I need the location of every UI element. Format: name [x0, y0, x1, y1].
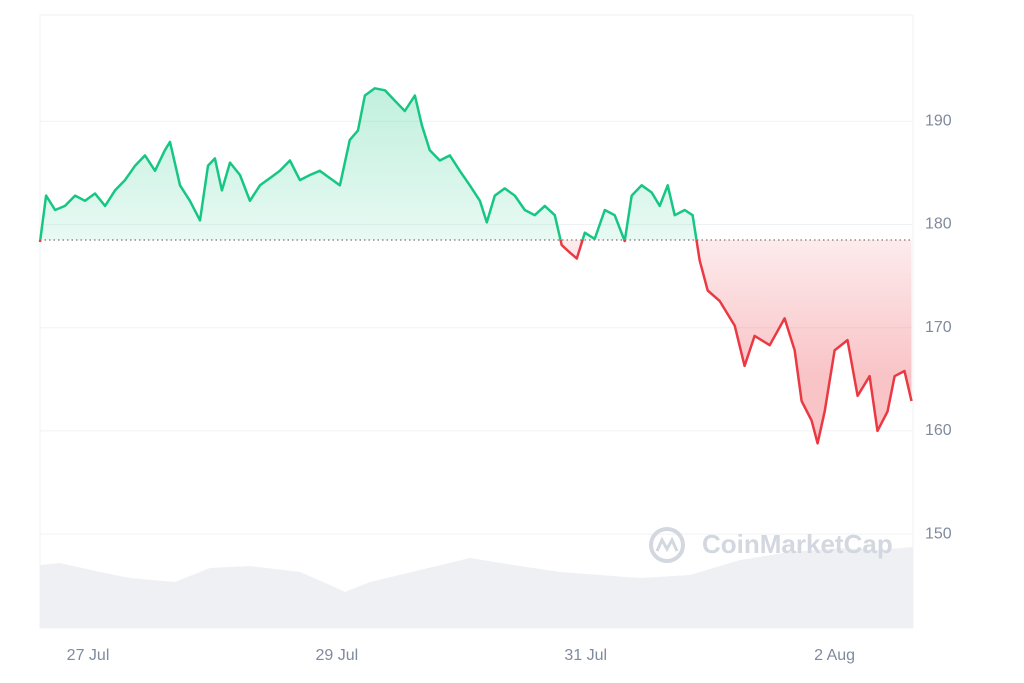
- y-tick-label: 190: [925, 113, 952, 130]
- x-tick-label: 27 Jul: [67, 647, 110, 664]
- watermark: CoinMarketCap: [702, 529, 893, 559]
- price-line: [38, 87, 913, 445]
- watermark-logo: [649, 527, 685, 563]
- x-tick-label: 31 Jul: [564, 647, 607, 664]
- volume-area: [40, 547, 913, 628]
- y-tick-label: 150: [925, 525, 952, 542]
- y-tick-label: 180: [925, 216, 952, 233]
- x-tick-label: 2 Aug: [814, 647, 855, 664]
- y-tick-label: 160: [925, 422, 952, 439]
- x-tick-label: 29 Jul: [316, 647, 359, 664]
- y-tick-label: 170: [925, 319, 952, 336]
